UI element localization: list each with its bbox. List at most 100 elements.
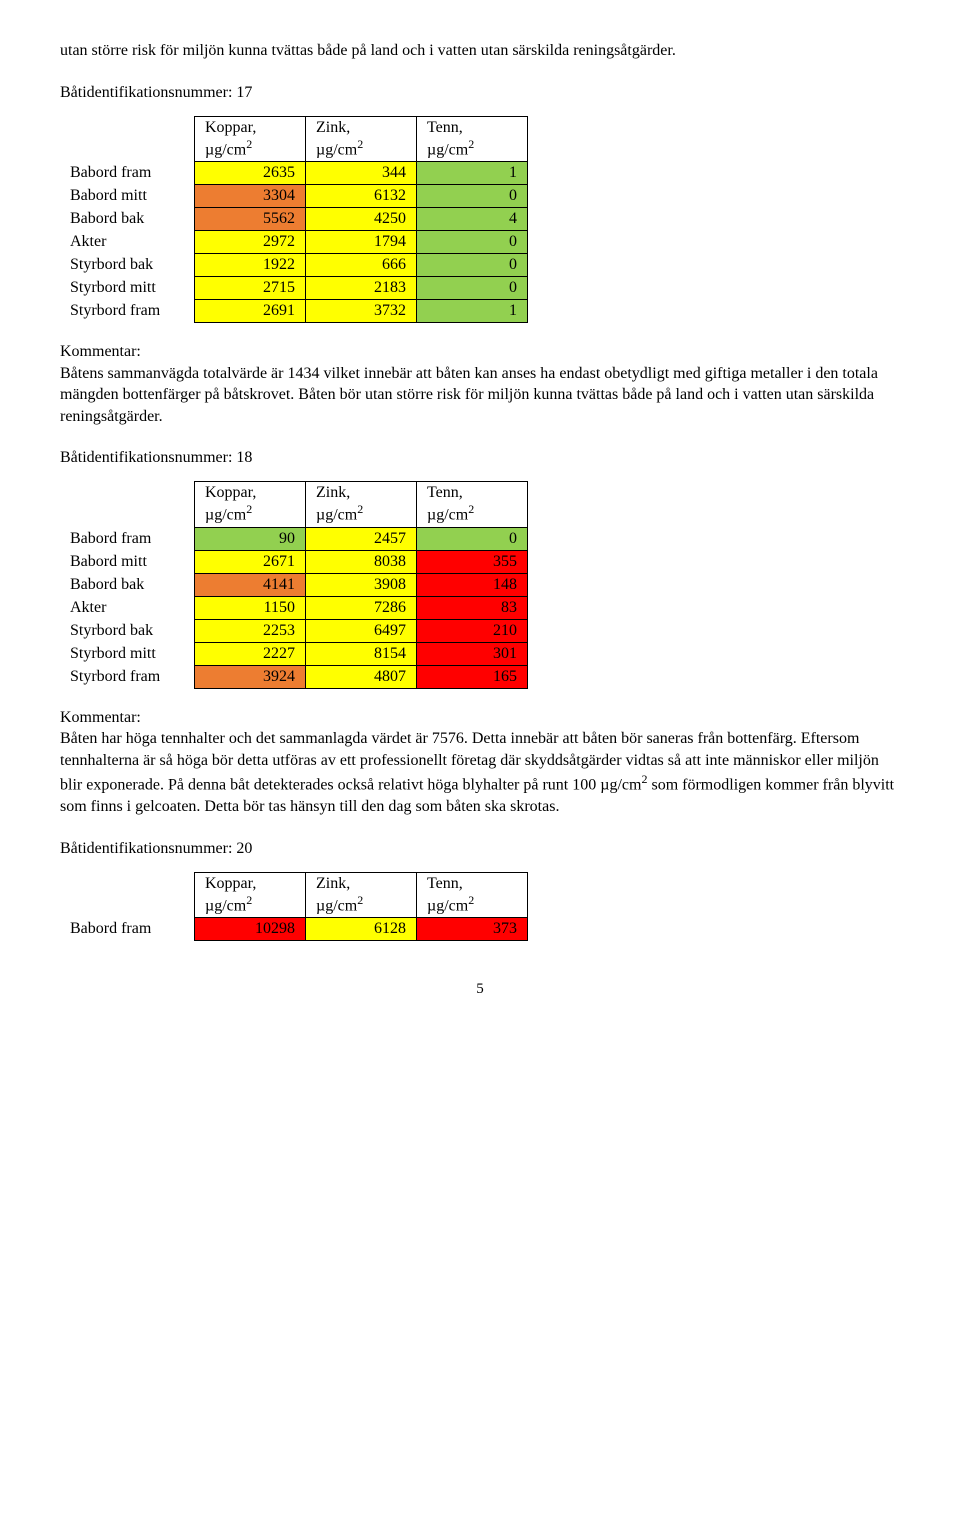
table-17: Koppar, µg/cm2 Zink, µg/cm2 Tenn, µg/cm2… — [60, 116, 528, 323]
cell-value: 0 — [417, 184, 528, 207]
cell-value: 8038 — [306, 550, 417, 573]
table-20: Koppar, µg/cm2 Zink, µg/cm2 Tenn, µg/cm2… — [60, 872, 528, 941]
intro-paragraph: utan större risk för miljön kunna tvätta… — [60, 40, 900, 62]
col-header-koppar: Koppar, µg/cm2 — [195, 872, 306, 917]
cell-value: 2715 — [195, 276, 306, 299]
cell-value: 6497 — [306, 619, 417, 642]
kommentar-label: Kommentar: — [60, 709, 141, 726]
table-row: Styrbord bak22536497210 — [60, 619, 528, 642]
cell-value: 373 — [417, 918, 528, 941]
col-header-tenn: Tenn, µg/cm2 — [417, 116, 528, 161]
cell-value: 3924 — [195, 665, 306, 688]
cell-value: 6132 — [306, 184, 417, 207]
table-row: Babord fram102986128373 — [60, 918, 528, 941]
table-row: Akter297217940 — [60, 230, 528, 253]
cell-value: 3304 — [195, 184, 306, 207]
cell-value: 8154 — [306, 642, 417, 665]
row-label: Babord fram — [60, 918, 195, 941]
cell-value: 90 — [195, 527, 306, 550]
row-label: Styrbord fram — [60, 665, 195, 688]
row-label: Babord mitt — [60, 550, 195, 573]
cell-value: 2183 — [306, 276, 417, 299]
cell-value: 83 — [417, 596, 528, 619]
row-label: Akter — [60, 596, 195, 619]
kommentar-unit: µg/cm — [600, 777, 641, 794]
cell-value: 1150 — [195, 596, 306, 619]
section-17-title: Båtidentifikationsnummer: 17 — [60, 84, 900, 102]
row-label: Akter — [60, 230, 195, 253]
cell-value: 1 — [417, 299, 528, 322]
table-row: Babord fram9024570 — [60, 527, 528, 550]
cell-value: 344 — [306, 161, 417, 184]
cell-value: 10298 — [195, 918, 306, 941]
row-label: Styrbord fram — [60, 299, 195, 322]
cell-value: 0 — [417, 527, 528, 550]
cell-value: 1794 — [306, 230, 417, 253]
table-row: Babord bak556242504 — [60, 207, 528, 230]
col-header-zink: Zink, µg/cm2 — [306, 116, 417, 161]
section-18-kommentar: Kommentar: Båten har höga tennhalter och… — [60, 707, 900, 818]
table-row: Babord mitt330461320 — [60, 184, 528, 207]
kommentar-text: Båtens sammanvägda totalvärde är 1434 vi… — [60, 365, 878, 425]
cell-value: 0 — [417, 276, 528, 299]
blank-header — [60, 872, 195, 917]
table-row: Akter1150728683 — [60, 596, 528, 619]
cell-value: 4250 — [306, 207, 417, 230]
cell-value: 1922 — [195, 253, 306, 276]
table-row: Babord fram26353441 — [60, 161, 528, 184]
table-row: Babord mitt26718038355 — [60, 550, 528, 573]
cell-value: 4141 — [195, 573, 306, 596]
cell-value: 2671 — [195, 550, 306, 573]
cell-value: 666 — [306, 253, 417, 276]
cell-value: 3732 — [306, 299, 417, 322]
row-label: Babord bak — [60, 207, 195, 230]
row-label: Styrbord mitt — [60, 642, 195, 665]
page-number: 5 — [60, 981, 900, 998]
section-20-title: Båtidentifikationsnummer: 20 — [60, 840, 900, 858]
cell-value: 5562 — [195, 207, 306, 230]
table-18: Koppar, µg/cm2 Zink, µg/cm2 Tenn, µg/cm2… — [60, 481, 528, 688]
kommentar-label: Kommentar: — [60, 343, 141, 360]
col-header-koppar: Koppar, µg/cm2 — [195, 116, 306, 161]
cell-value: 6128 — [306, 918, 417, 941]
section-17-kommentar: Kommentar: Båtens sammanvägda totalvärde… — [60, 341, 900, 427]
cell-value: 210 — [417, 619, 528, 642]
table-row: Styrbord mitt22278154301 — [60, 642, 528, 665]
section-18-title: Båtidentifikationsnummer: 18 — [60, 449, 900, 467]
row-label: Babord mitt — [60, 184, 195, 207]
row-label: Babord fram — [60, 161, 195, 184]
cell-value: 301 — [417, 642, 528, 665]
cell-value: 0 — [417, 230, 528, 253]
row-label: Babord fram — [60, 527, 195, 550]
row-label: Styrbord bak — [60, 253, 195, 276]
col-header-koppar: Koppar, µg/cm2 — [195, 482, 306, 527]
table-row: Styrbord fram39244807165 — [60, 665, 528, 688]
cell-value: 7286 — [306, 596, 417, 619]
blank-header — [60, 482, 195, 527]
cell-value: 2253 — [195, 619, 306, 642]
col-header-tenn: Tenn, µg/cm2 — [417, 872, 528, 917]
cell-value: 4807 — [306, 665, 417, 688]
cell-value: 0 — [417, 253, 528, 276]
cell-value: 2972 — [195, 230, 306, 253]
col-header-zink: Zink, µg/cm2 — [306, 482, 417, 527]
row-label: Styrbord mitt — [60, 276, 195, 299]
cell-value: 1 — [417, 161, 528, 184]
row-label: Babord bak — [60, 573, 195, 596]
cell-value: 165 — [417, 665, 528, 688]
cell-value: 2457 — [306, 527, 417, 550]
cell-value: 4 — [417, 207, 528, 230]
cell-value: 2691 — [195, 299, 306, 322]
table-row: Styrbord mitt271521830 — [60, 276, 528, 299]
cell-value: 2227 — [195, 642, 306, 665]
col-header-tenn: Tenn, µg/cm2 — [417, 482, 528, 527]
row-label: Styrbord bak — [60, 619, 195, 642]
table-row: Styrbord fram269137321 — [60, 299, 528, 322]
cell-value: 355 — [417, 550, 528, 573]
col-header-zink: Zink, µg/cm2 — [306, 872, 417, 917]
cell-value: 3908 — [306, 573, 417, 596]
cell-value: 2635 — [195, 161, 306, 184]
blank-header — [60, 116, 195, 161]
cell-value: 148 — [417, 573, 528, 596]
table-row: Styrbord bak19226660 — [60, 253, 528, 276]
